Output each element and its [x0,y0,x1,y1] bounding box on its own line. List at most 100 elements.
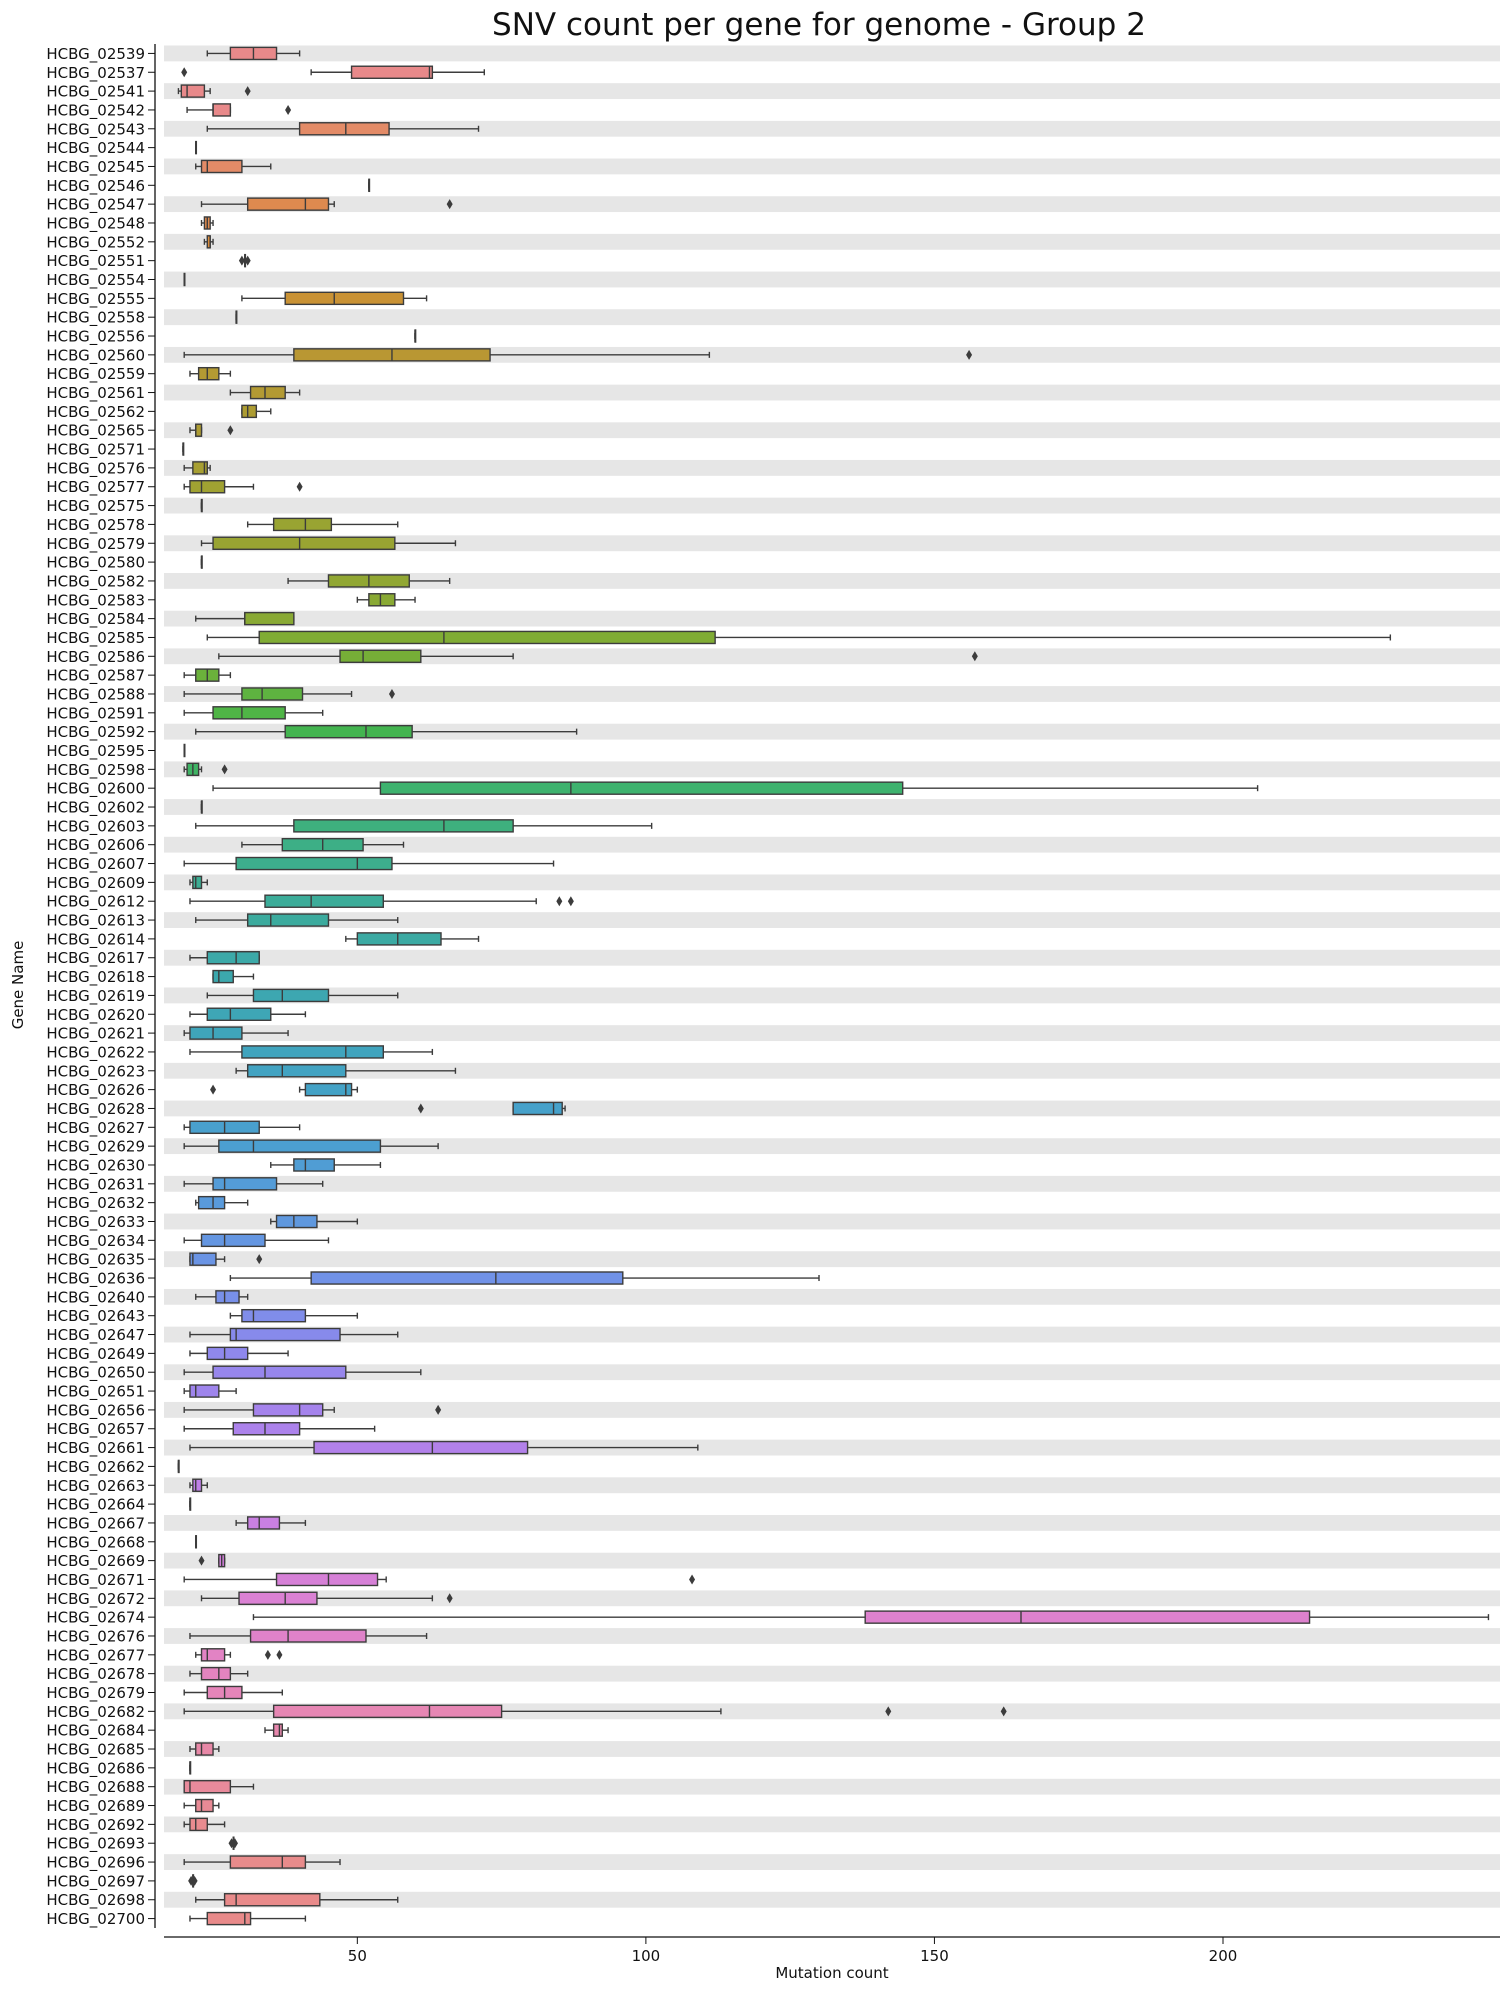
y-tick-label: HCBG_02689 [46,1797,145,1816]
row-band [164,1213,1500,1230]
box-plots [177,46,1490,1926]
row-band [164,836,1500,853]
y-tick-label: HCBG_02630 [46,1156,145,1175]
box-plot [235,1064,457,1078]
box [246,1516,281,1530]
box-plot [264,1723,289,1737]
box-plot [206,630,1392,645]
y-tick-label: HCBG_02671 [46,1571,145,1590]
box-plot [200,536,457,550]
box [293,819,514,833]
outlier-point [885,1706,892,1717]
box-plot [189,423,234,437]
y-tick-label: HCBG_02656 [46,1401,145,1420]
box-plot [189,894,574,908]
box-plot [189,1346,289,1361]
outlier-point [417,1103,424,1114]
y-tick-label: HCBG_02614 [46,930,145,949]
y-tick-label: HCBG_02546 [46,177,145,196]
outlier-point [244,255,251,266]
box [298,122,390,136]
y-tick-label: HCBG_02585 [46,629,145,648]
box [197,1195,226,1210]
y-tick-label: HCBG_02692 [46,1816,145,1835]
box [200,1666,232,1681]
box-plot [189,1742,220,1756]
box-plot [183,480,303,494]
box-plot [183,1855,341,1869]
y-tick-label: HCBG_02603 [46,817,145,836]
outlier-point [181,67,188,78]
y-tick-label: HCBG_02688 [46,1778,145,1797]
y-tick-label: HCBG_02696 [46,1854,145,1873]
outlier-point [388,688,395,699]
box-plot [183,461,211,475]
box [200,159,243,174]
y-tick-label: HCBG_02664 [46,1496,145,1515]
y-tick-label: HCBG_02698 [46,1891,145,1910]
box-plot [235,310,238,324]
y-tick-label: HCBG_02662 [46,1458,145,1477]
box-plot [183,1779,255,1794]
box [212,706,286,720]
y-tick-label: HCBG_02558 [46,309,145,328]
outlier-point [689,1574,696,1585]
box [249,385,286,400]
y-tick-label: HCBG_02685 [46,1741,145,1760]
box-plot [177,1459,180,1474]
box [192,1478,203,1492]
row-band [164,1854,1500,1870]
box [189,1384,220,1398]
box [252,988,330,1003]
outlier-point [1000,1706,1007,1717]
y-tick-label: HCBG_02626 [46,1081,145,1100]
y-tick-label: HCBG_02643 [46,1307,145,1326]
x-axis-label: Mutation count [775,1964,888,1982]
x-tick-label: 200 [1209,1947,1238,1965]
box-plot [195,140,198,155]
x-ticks: 50 100 150 200 [348,1937,1238,1965]
box [356,932,442,946]
y-tick-label: HCBG_02661 [46,1439,145,1458]
y-tick-label: HCBG_02592 [46,723,145,742]
box [258,630,716,645]
y-tick-label: HCBG_02635 [46,1251,145,1270]
y-tick-label: HCBG_02619 [46,987,145,1006]
box-plot [241,837,405,852]
outlier-point [276,1649,283,1660]
row-band [164,271,1500,288]
box-plot [200,800,203,814]
y-tick-label: HCBG_02577 [46,478,145,497]
box-plot [183,856,555,871]
box-plot [183,687,395,701]
box-plot [181,65,485,79]
box [235,856,393,871]
box [241,1045,385,1059]
box [284,724,413,739]
y-tick-label: HCBG_02537 [46,64,145,83]
row-band [164,1326,1500,1343]
box [272,1704,503,1719]
y-tick-label: HCBG_02587 [46,667,145,686]
y-tick-label: HCBG_02649 [46,1345,145,1364]
y-tick-label: HCBG_02657 [46,1420,145,1439]
y-tick-label: HCBG_02631 [46,1175,145,1194]
box [189,480,226,494]
box [218,1139,382,1153]
y-tick-label: HCBG_02561 [46,384,145,403]
box-plot [189,1478,208,1492]
y-tick-label: HCBG_02571 [46,441,145,460]
box-plot [188,1874,198,1888]
box-plot [183,1572,696,1587]
row-band [164,1552,1500,1569]
row-band [164,1891,1500,1908]
row-band [164,1628,1500,1644]
box-plot [195,611,295,626]
outlier-point [221,764,228,775]
box-plot [189,875,208,890]
y-tick-label: HCBG_02584 [46,610,145,629]
box-plot [182,442,185,456]
box-plot [183,1685,284,1700]
y-tick-label: HCBG_02560 [46,346,145,365]
box-plot [229,1308,359,1323]
